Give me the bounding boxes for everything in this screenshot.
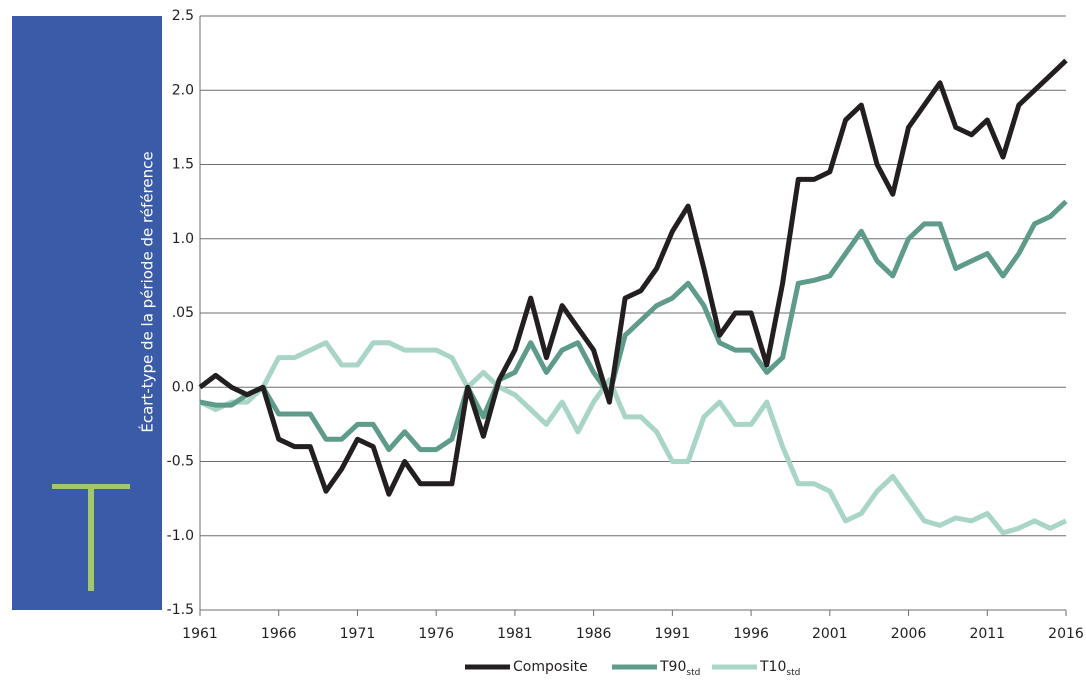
y-tick-label: -1.0 (167, 528, 194, 544)
legend-name: Composite (513, 659, 588, 675)
y-tick-label: 1.5 (172, 157, 194, 173)
x-tick-label: 1961 (182, 626, 218, 642)
y-tick-label: 2.0 (172, 82, 194, 98)
y-tick-label: -1.5 (167, 602, 194, 618)
x-tick-label: 1976 (418, 626, 454, 642)
legend-subscript: std (686, 668, 700, 678)
x-tick-label: 1971 (340, 626, 376, 642)
x-tick-label: 2006 (891, 626, 927, 642)
x-tick-label: 2001 (812, 626, 848, 642)
x-tick-label: 1966 (261, 626, 297, 642)
y-tick-label: -0.5 (167, 454, 194, 470)
legend-name: T10 (759, 659, 786, 675)
y-axis-label: Écart-type de la période de référence (138, 151, 157, 432)
legend-label: T10std (759, 659, 800, 678)
legend-subscript: std (786, 668, 800, 678)
y-tick-label: 0.0 (172, 379, 194, 395)
series-line (199, 199, 1068, 453)
y-tick-label: .05 (172, 305, 194, 321)
t-icon (52, 484, 130, 591)
x-tick-label: 1996 (733, 626, 769, 642)
legend-label: T90std (659, 659, 700, 678)
y-tick-label: 1.0 (172, 231, 194, 247)
y-tick-label: 2.5 (172, 8, 194, 24)
x-tick-label: 2011 (969, 626, 1005, 642)
side-panel (12, 16, 162, 610)
x-tick-label: 1991 (655, 626, 691, 642)
x-tick-label: 1986 (576, 626, 612, 642)
x-tick-label: 1981 (497, 626, 533, 642)
series-line (198, 340, 1068, 536)
series-line (198, 58, 1068, 497)
x-tick-label: 2016 (1048, 626, 1084, 642)
legend-name: T90 (659, 659, 686, 675)
legend-label: Composite (513, 659, 588, 675)
